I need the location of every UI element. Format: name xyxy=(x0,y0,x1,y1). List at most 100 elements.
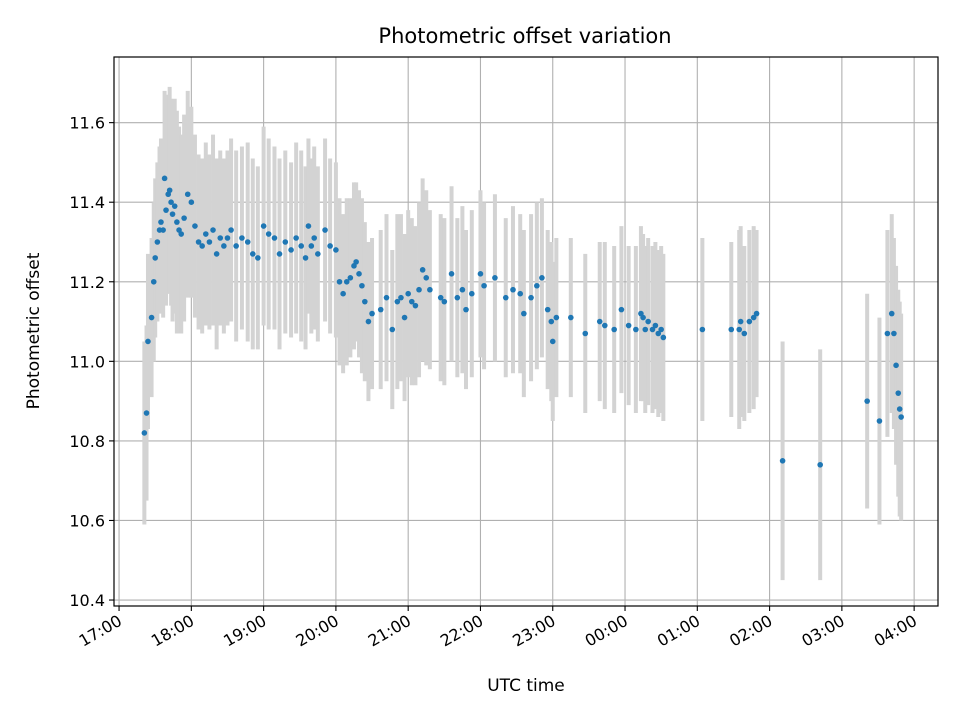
data-point xyxy=(437,294,444,301)
data-point xyxy=(416,286,422,293)
x-tick-label: 01:00 xyxy=(654,611,703,651)
data-point xyxy=(463,306,469,313)
data-point xyxy=(239,235,245,241)
x-tick-label: 00:00 xyxy=(582,611,631,651)
data-point xyxy=(265,231,272,237)
data-point xyxy=(369,310,375,317)
data-point xyxy=(353,259,359,265)
data-point xyxy=(645,318,651,325)
data-point xyxy=(383,294,390,301)
data-point xyxy=(213,251,220,257)
data-point xyxy=(864,398,870,404)
data-point xyxy=(224,235,231,241)
data-point xyxy=(311,235,318,241)
data-point xyxy=(893,362,899,369)
data-point xyxy=(699,326,706,333)
data-point xyxy=(568,314,574,321)
data-point xyxy=(888,310,895,317)
data-point xyxy=(158,219,164,225)
y-tick-label: 10.4 xyxy=(69,591,105,610)
data-point xyxy=(166,187,173,194)
data-point xyxy=(145,338,151,345)
x-tick-label: 04:00 xyxy=(871,611,920,651)
data-point xyxy=(255,255,261,261)
y-axis-label: Photometric offset xyxy=(24,252,44,409)
x-tick-label: 03:00 xyxy=(798,611,847,651)
data-point xyxy=(298,243,305,249)
data-point xyxy=(736,326,743,333)
data-point xyxy=(305,223,312,229)
data-point xyxy=(152,255,158,261)
data-point xyxy=(896,406,903,412)
data-point xyxy=(394,298,401,305)
data-point xyxy=(737,318,744,325)
data-point xyxy=(260,223,267,229)
data-point xyxy=(322,227,328,233)
data-point xyxy=(143,410,150,416)
data-point xyxy=(549,338,556,345)
y-tick-label: 10.6 xyxy=(69,511,105,530)
data-point xyxy=(336,278,343,285)
data-point xyxy=(642,326,649,333)
data-point xyxy=(163,207,169,213)
data-point xyxy=(454,294,461,301)
y-tick-label: 11.2 xyxy=(69,273,105,292)
y-tick-label: 11.6 xyxy=(69,114,105,133)
data-point xyxy=(308,243,315,249)
data-point xyxy=(817,461,823,468)
data-point xyxy=(649,326,656,333)
data-point xyxy=(441,298,448,305)
x-tick-label: 22:00 xyxy=(437,611,486,651)
data-point xyxy=(188,199,195,206)
data-point xyxy=(521,310,527,317)
data-point xyxy=(548,318,555,325)
y-tick-label: 11.0 xyxy=(69,352,105,371)
data-point xyxy=(150,278,157,285)
data-point xyxy=(753,310,760,317)
grid-lines xyxy=(114,57,938,606)
data-point xyxy=(652,322,659,329)
data-point xyxy=(221,243,227,249)
data-point xyxy=(377,306,384,313)
data-point xyxy=(178,231,185,237)
data-point xyxy=(477,271,484,277)
x-tick-label: 19:00 xyxy=(220,611,269,651)
data-point xyxy=(343,278,350,285)
data-point xyxy=(365,318,372,325)
data-point xyxy=(228,227,234,233)
data-point xyxy=(510,286,516,293)
data-point xyxy=(161,175,168,182)
data-point xyxy=(154,239,161,245)
data-point xyxy=(160,227,166,233)
data-point xyxy=(596,318,603,325)
data-point xyxy=(195,239,202,245)
data-point xyxy=(405,290,411,297)
error-bars xyxy=(142,86,904,581)
data-point xyxy=(898,414,904,420)
data-point xyxy=(249,251,256,257)
x-tick-label: 17:00 xyxy=(76,611,125,651)
data-point xyxy=(401,314,408,321)
data-point xyxy=(779,457,786,464)
data-point xyxy=(171,203,178,209)
y-axis-ticks: 10.4 10.6 10.8 11.0 11.2 11.4 11.6 xyxy=(69,114,114,610)
data-point xyxy=(611,326,617,333)
data-point xyxy=(502,294,509,301)
data-point xyxy=(169,211,176,217)
data-point xyxy=(625,322,632,329)
data-point xyxy=(412,302,419,309)
data-point xyxy=(398,294,404,301)
data-point xyxy=(276,251,283,257)
data-point xyxy=(459,286,466,293)
data-points xyxy=(141,175,904,468)
data-point xyxy=(468,290,475,297)
chart-title: Photometric offset variation xyxy=(378,24,671,48)
y-tick-label: 10.8 xyxy=(69,432,105,451)
y-tick-label: 11.4 xyxy=(69,193,105,212)
data-point xyxy=(199,243,205,249)
data-point xyxy=(640,314,646,321)
data-point xyxy=(362,298,368,305)
data-point xyxy=(517,290,524,297)
data-point xyxy=(660,334,667,341)
data-point xyxy=(389,326,396,333)
